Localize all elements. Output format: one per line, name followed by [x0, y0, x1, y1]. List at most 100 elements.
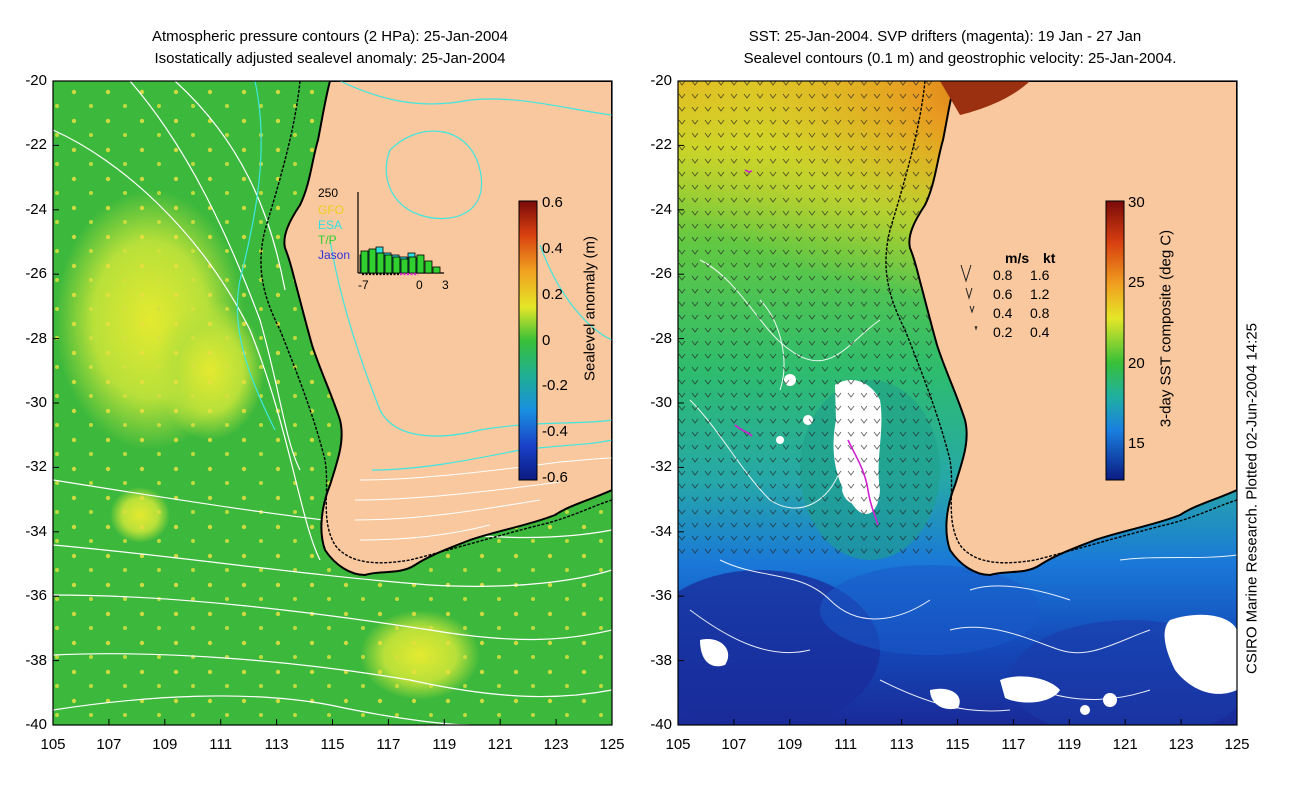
left-x-tick-label: 111	[209, 736, 233, 753]
inset-source-jason: Jason	[318, 248, 351, 262]
left-colorbar	[518, 200, 538, 481]
inset-x-tick-label: 3	[442, 278, 449, 292]
inset-x-tick-label: 0	[416, 278, 423, 292]
colorbar-tick-label: 15	[1128, 435, 1145, 452]
colorbar-tick-label: 0.6	[542, 194, 563, 211]
inset-bar-tp	[400, 258, 409, 274]
velocity-legend-kt-value: 1.6	[1030, 267, 1050, 283]
left-y-tick-label: -26	[25, 265, 47, 283]
credit-text: CSIRO Marine Research. Plotted 02-Jun-20…	[1243, 322, 1261, 675]
left-x-tick-label: 109	[152, 736, 178, 753]
right-x-tick-label: 111	[834, 736, 858, 753]
right-y-tick-label: -40	[650, 716, 672, 733]
velocity-legend-kt-value: 0.4	[1030, 324, 1050, 340]
inset-count-label: 250	[318, 186, 339, 200]
left-y-tick-label: -38	[25, 651, 47, 669]
velocity-legend-ms-value: 0.8	[993, 267, 1013, 283]
inset-source-tp: T/P	[318, 233, 337, 247]
inset-bar-tp	[408, 256, 417, 274]
left-x-tick-label: 115	[320, 736, 345, 753]
left-x-tick-label: 107	[96, 736, 122, 753]
right-x-tick-label: 119	[1057, 736, 1082, 753]
inset-bar-tp	[424, 260, 433, 274]
left-y-tick-label: -20	[25, 72, 47, 89]
inset-bar-tp	[392, 256, 401, 274]
right-geostrophic-velocity-arrows	[678, 81, 938, 561]
colorbar-tick-label: -0.4	[542, 423, 568, 441]
right-y-tick-label: -22	[650, 136, 672, 154]
velocity-legend-ms-value: 0.4	[993, 305, 1013, 321]
left-inset-histogram	[357, 192, 444, 276]
colorbar-tick-label: 25	[1128, 274, 1145, 291]
left-y-tick-label: -28	[25, 329, 47, 347]
inset-source-gfo: GFO	[318, 203, 344, 217]
left-x-tick-label: 119	[432, 736, 457, 753]
right-title-line1: SST: 25-Jan-2004. SVP drifters (magenta)…	[748, 28, 1142, 45]
right-sst-cool-band	[820, 565, 1040, 655]
right-svp-drifter-tracks	[734, 169, 879, 526]
inset-bar-tp	[360, 250, 369, 274]
left-y-tick-label: -24	[25, 200, 47, 218]
right-x-tick-label: 125	[1224, 736, 1250, 753]
left-x-tick-label: 113	[264, 736, 289, 753]
colorbar-tick-label: 0.4	[542, 239, 563, 257]
colorbar-tick-label: -0.6	[542, 469, 568, 486]
right-velocity-legend-arrows	[960, 264, 978, 331]
velocity-legend-header-kt: kt	[1043, 250, 1056, 266]
colorbar-tick-label: 20	[1128, 355, 1145, 372]
left-x-tick-label: 123	[543, 736, 569, 753]
right-sst-hot-coast	[940, 81, 1030, 115]
velocity-legend-ms-value: 0.6	[993, 286, 1013, 302]
inset-bars	[359, 246, 441, 274]
right-map	[678, 81, 1237, 725]
right-y-tick-label: -32	[650, 458, 672, 476]
inset-bar-tp	[416, 254, 425, 274]
velocity-legend-kt-value: 1.2	[1030, 286, 1050, 302]
colorbar-tick-label: 0.2	[542, 285, 563, 303]
left-x-tick-label: 125	[599, 736, 625, 753]
inset-bar-tp	[384, 254, 393, 274]
velocity-legend-kt-value: 0.8	[1030, 305, 1050, 321]
left-colorbar-label: Sealevel anomaly (m)	[581, 235, 599, 382]
left-cyan-contours	[236, 81, 612, 471]
inset-bar-tp	[368, 248, 377, 274]
velocity-legend-ms-value: 0.2	[993, 324, 1013, 340]
inset-bar-tp	[432, 266, 441, 274]
left-x-tick-label: 105	[40, 736, 66, 753]
left-title-line1: Atmospheric pressure contours (2 HPa): 2…	[151, 28, 508, 45]
right-x-tick-label: 107	[721, 736, 747, 753]
right-y-tick-label: -30	[650, 394, 672, 411]
right-x-tick-label: 105	[665, 736, 691, 753]
left-title-line2: Isostatically adjusted sealevel anomaly:…	[154, 50, 506, 67]
inset-x-tick-label: -7	[358, 278, 369, 292]
right-australia-landmass	[908, 81, 1237, 577]
velocity-legend-header-ms: m/s	[1005, 250, 1030, 266]
right-y-tick-label: -34	[650, 522, 672, 540]
right-x-tick-label: 117	[1001, 736, 1026, 753]
axis-tick-marks	[52, 80, 1238, 726]
right-x-tick-label: 121	[1112, 736, 1138, 753]
right-y-tick-label: -28	[650, 329, 672, 347]
right-y-tick-label: -38	[650, 651, 672, 669]
right-x-tick-label: 109	[777, 736, 803, 753]
colorbar-tick-label: 0	[542, 331, 551, 349]
left-australia-landmass	[283, 81, 612, 577]
right-y-tick-label: -24	[650, 200, 672, 218]
left-y-tick-label: -32	[25, 458, 47, 476]
right-y-tick-label: -26	[650, 265, 672, 283]
left-shelf-line	[260, 81, 612, 564]
right-title-line2: Sealevel contours (0.1 m) and geostrophi…	[743, 50, 1177, 67]
right-x-tick-label: 115	[945, 736, 970, 753]
right-y-tick-label: -20	[650, 72, 672, 89]
left-y-tick-label: -36	[25, 587, 47, 605]
left-y-tick-label: -30	[25, 394, 47, 411]
colorbar-tick-label: 30	[1128, 194, 1145, 211]
right-x-tick-label: 123	[1168, 736, 1194, 753]
right-colorbar-label: 3-day SST composite (deg C)	[1157, 229, 1175, 428]
right-shelf-line	[885, 81, 1237, 564]
colorbar-tick-label: -0.2	[542, 377, 568, 395]
right-y-tick-label: -36	[650, 587, 672, 605]
right-colorbar	[1105, 200, 1125, 481]
left-x-tick-label: 117	[376, 736, 401, 753]
